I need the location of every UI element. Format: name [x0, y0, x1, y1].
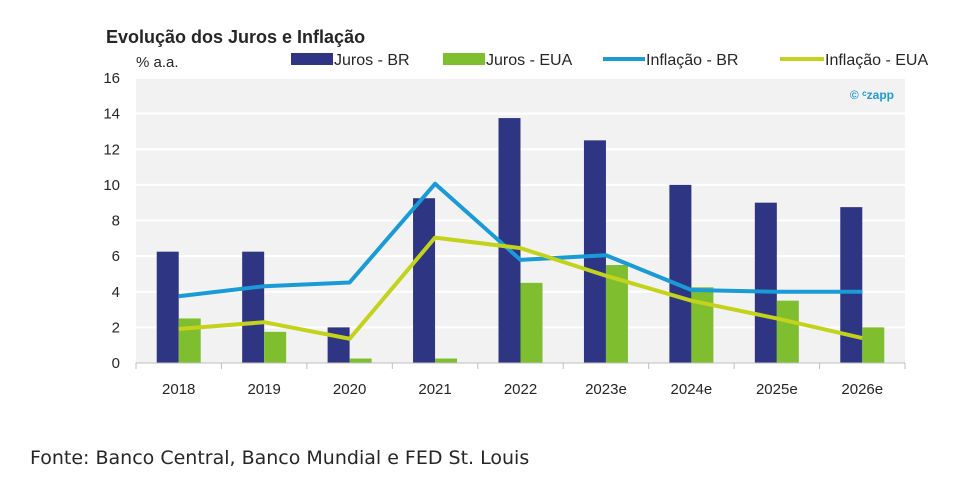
bar-juros-br-2018 [156, 251, 179, 363]
x-tick-label: 2025e [756, 381, 798, 398]
legend-label: Inflação - EUA [825, 52, 928, 69]
y-axis-unit: % a.a. [136, 54, 179, 71]
y-axis-ticks: 0 2 4 6 8 10 12 14 16 [103, 70, 120, 372]
legend-label: Juros - BR [334, 52, 410, 69]
y-tick-label: 2 [112, 319, 120, 336]
bar-juros-br-2020 [327, 327, 350, 363]
y-tick-label: 4 [112, 284, 120, 301]
legend-label: Juros - EUA [486, 52, 573, 69]
watermark: © ᶜzapp [850, 88, 894, 102]
x-tick-label: 2022 [504, 381, 537, 398]
bar-juros-br-2025e [754, 202, 777, 363]
x-tick-label: 2026e [841, 381, 883, 398]
y-tick-label: 10 [103, 177, 120, 194]
y-tick-label: 6 [112, 248, 120, 265]
x-tick-label: 2021 [418, 381, 451, 398]
bar-juros-eua-2026e [862, 327, 885, 363]
bar-juros-br-2019 [242, 251, 265, 363]
bar-juros-eua-2019 [264, 331, 287, 363]
x-tick-label: 2024e [671, 381, 713, 398]
legend-swatch [443, 53, 485, 65]
bar-juros-br-2023e [583, 140, 606, 363]
legend: Juros - BR Juros - EUA Inflação - BR Inflaç… [291, 52, 928, 69]
legend-swatch [291, 53, 333, 65]
line-infla-o-br [178, 181, 863, 299]
bar-juros-eua-2018 [178, 318, 201, 363]
bar-juros-br-2021 [413, 198, 436, 363]
bar-juros-eua-2020 [349, 358, 372, 363]
legend-label: Inflação - BR [646, 52, 738, 69]
chart-title: Evolução dos Juros e Inflação [106, 27, 365, 47]
x-tick-label: 2018 [162, 381, 195, 398]
bar-juros-eua-2023e [605, 265, 628, 363]
bar-juros-eua-2024e [691, 287, 714, 363]
x-axis-ticks: 2018 2019 2020 2021 2022 2023e 2024e 2025e 2026e [162, 381, 883, 398]
x-tick-label: 2019 [247, 381, 280, 398]
bar-juros-eua-2021 [435, 358, 458, 363]
x-tick-label: 2023e [585, 381, 627, 398]
y-tick-label: 14 [103, 106, 120, 123]
bar-juros-eua-2022 [520, 282, 543, 363]
line-infla-o-eua [178, 235, 863, 341]
lines [178, 181, 863, 341]
bar-juros-br-2026e [840, 207, 863, 363]
bar-juros-eua-2025e [776, 300, 799, 363]
y-tick-label: 12 [103, 141, 120, 158]
y-tick-label: 8 [112, 213, 120, 230]
bar-juros-br-2024e [669, 184, 692, 363]
x-tick-label: 2020 [333, 381, 366, 398]
bar-juros-br-2022 [498, 118, 521, 363]
y-tick-label: 16 [103, 70, 120, 87]
x-axis [135, 362, 906, 369]
bars [156, 118, 885, 363]
y-tick-label: 0 [112, 355, 120, 372]
source-note: Fonte: Banco Central, Banco Mundial e FE… [30, 447, 530, 469]
